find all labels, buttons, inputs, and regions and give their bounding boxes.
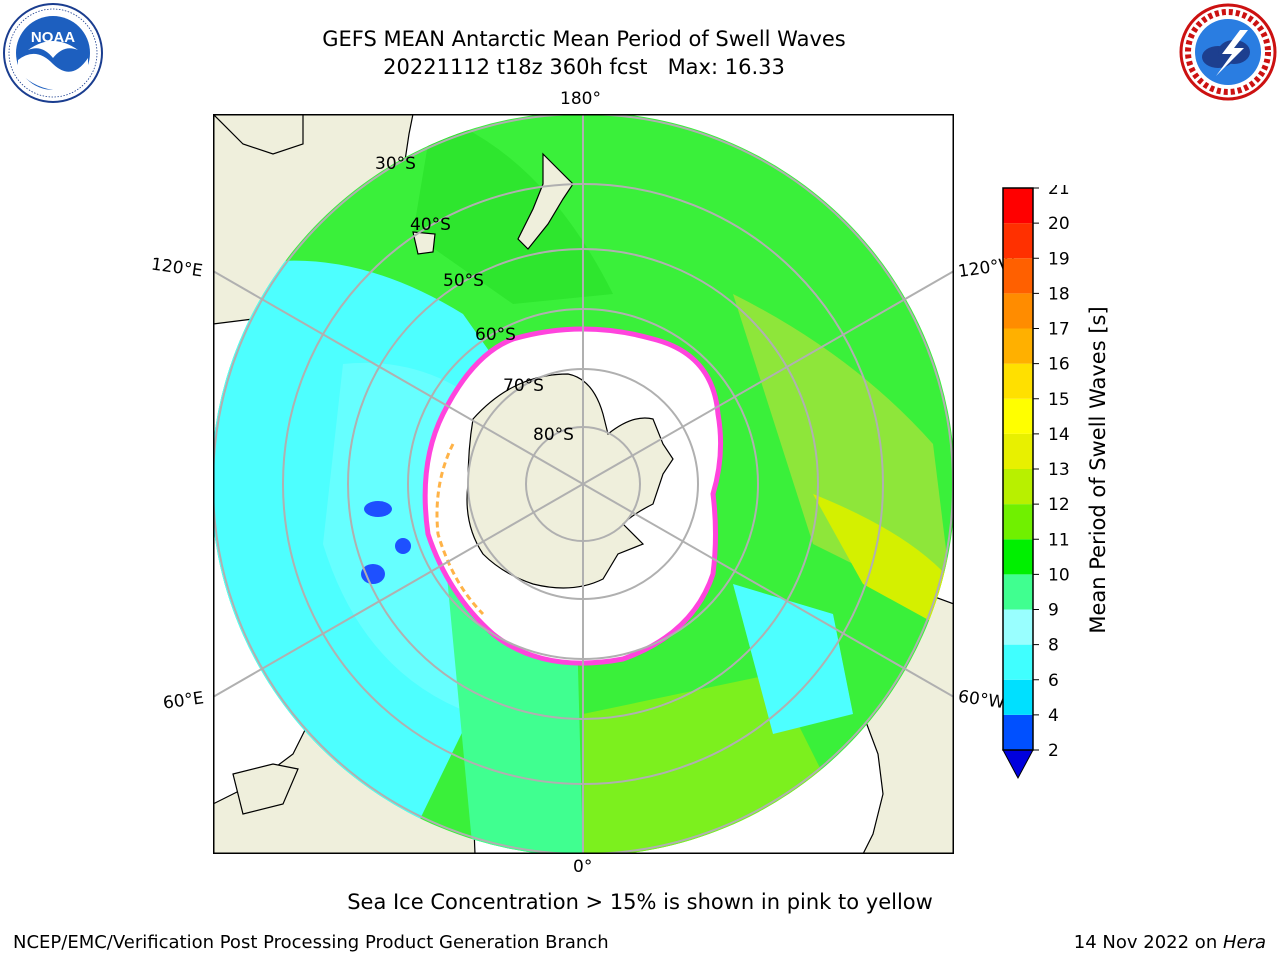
- colorbar-segment: [1003, 188, 1033, 224]
- lat-label-30s: 30°S: [375, 154, 416, 174]
- colorbar-tick-label: 2: [1048, 741, 1059, 761]
- colorbar-tick-label: 19: [1048, 249, 1070, 269]
- colorbar-segment: [1003, 714, 1033, 750]
- colorbar-extend-triangle: [1002, 749, 1034, 780]
- date-stamp: 14 Nov 2022 on Hera: [1073, 932, 1266, 953]
- colorbar-segment: [1003, 679, 1033, 715]
- colorbar-tick-label: 6: [1048, 671, 1059, 691]
- colorbar-tick-label: 17: [1048, 320, 1070, 340]
- lat-label-50s: 50°S: [443, 271, 484, 291]
- colorbar-segment: [1003, 363, 1033, 399]
- lat-label-80s: 80°S: [533, 425, 574, 445]
- chart-subtitle: 20221112 t18z 360h fcst Max: 16.33: [383, 55, 785, 79]
- colorbar-tick-label: 15: [1048, 390, 1070, 410]
- polar-map: 30°S 40°S 50°S 60°S 70°S 80°S: [213, 114, 954, 854]
- colorbar-tick-label: 9: [1048, 601, 1059, 621]
- colorbar-segment: [1003, 504, 1033, 540]
- lon-label-0: 0°: [573, 857, 593, 877]
- colorbar-tick-label: 12: [1048, 495, 1070, 515]
- lon-label-120e: 120°E: [149, 254, 204, 282]
- colorbar-segment: [1003, 433, 1033, 469]
- lat-label-70s: 70°S: [503, 376, 544, 396]
- colorbar-label: Mean Period of Swell Waves [s]: [1086, 306, 1110, 634]
- colorbar-segment: [1003, 469, 1033, 505]
- colorbar-tick-label: 14: [1048, 425, 1070, 445]
- colorbar-segment: [1003, 574, 1033, 610]
- madagascar-land: [232, 763, 299, 815]
- colorbar-tick-label: 21: [1048, 185, 1070, 199]
- colorbar-tick-label: 10: [1048, 565, 1070, 585]
- colorbar-segment: [1003, 398, 1033, 434]
- new-zealand-land: [517, 152, 574, 250]
- colorbar-tick-label: 18: [1048, 284, 1070, 304]
- sea-ice-note: Sea Ice Concentration > 15% is shown in …: [347, 890, 933, 914]
- colorbar-tick-label: 11: [1048, 530, 1070, 550]
- colorbar-tick-label: 13: [1048, 460, 1070, 480]
- colorbar-segment: [1003, 644, 1033, 680]
- colorbar-segment: [1003, 223, 1033, 259]
- nws-logo-icon: [1179, 3, 1277, 101]
- colorbar-segment: [1003, 328, 1033, 364]
- lon-label-60e: 60°E: [161, 688, 206, 714]
- colorbar: 2 4 6 8 9 10 11 12 13 14 15 16 17 18 19 20 21: [1002, 185, 1070, 780]
- colorbar-segment: [1003, 539, 1033, 575]
- colorbar-tick-label: 4: [1048, 706, 1059, 726]
- colorbar-tick-label: 16: [1048, 355, 1070, 375]
- colorbar-tick-label: 8: [1048, 636, 1059, 656]
- colorbar-segment: [1003, 609, 1033, 645]
- lat-label-40s: 40°S: [410, 215, 451, 235]
- chart-title: GEFS MEAN Antarctic Mean Period of Swell…: [322, 27, 846, 51]
- colorbar-segment: [1003, 293, 1033, 329]
- lon-label-180: 180°: [560, 89, 601, 109]
- lat-label-60s: 60°S: [475, 325, 516, 345]
- colorbar-segment: [1003, 258, 1033, 294]
- noaa-logo-text: NOAA: [31, 29, 75, 46]
- noaa-logo-icon: NOAA: [3, 3, 103, 103]
- australia-upper-land: [213, 114, 304, 155]
- credit-text: NCEP/EMC/Verification Post Processing Pr…: [13, 932, 609, 953]
- colorbar-tick-label: 20: [1048, 214, 1070, 234]
